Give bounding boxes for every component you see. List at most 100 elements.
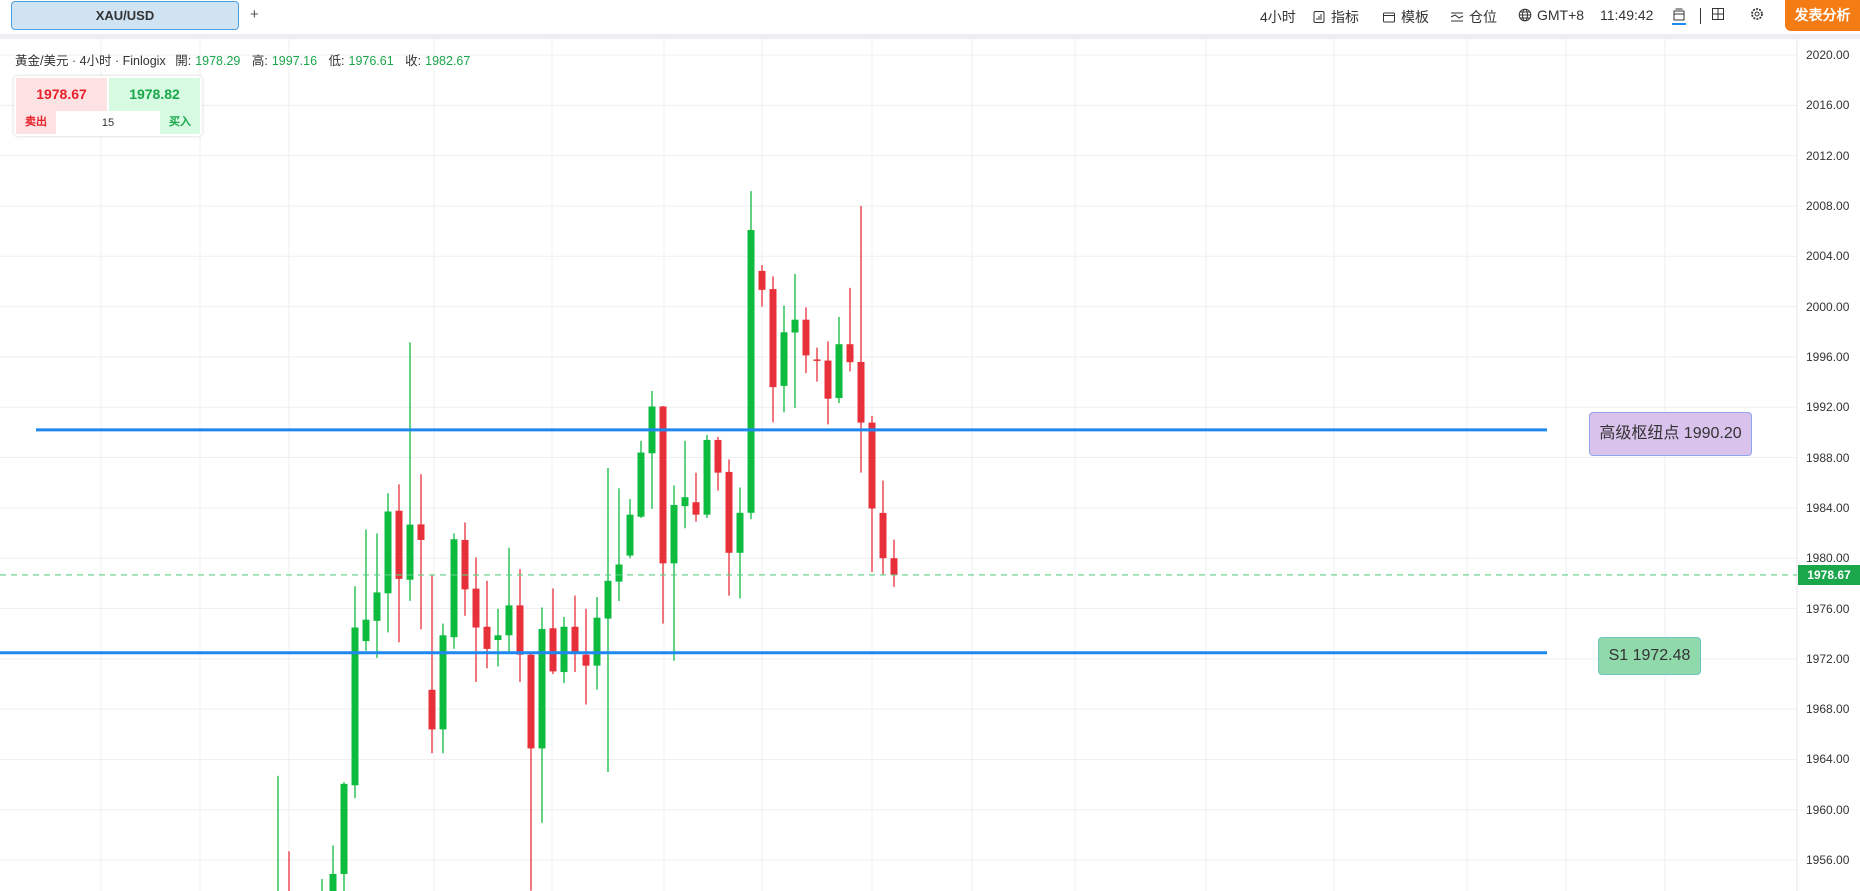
candle-body-up <box>538 629 546 749</box>
candle-body-down <box>428 689 436 730</box>
buy-button[interactable]: 买入 <box>160 111 200 134</box>
candle-body-up <box>329 873 337 891</box>
axis-tick-label: 1996.00 <box>1806 349 1850 364</box>
candle-body-up <box>373 592 381 621</box>
grid-layout-button[interactable] <box>1711 7 1725 21</box>
high-label: 高: <box>251 54 268 68</box>
candle-body-down <box>461 539 469 590</box>
templates-button[interactable]: 模板 <box>1382 7 1429 27</box>
candle-body-down <box>582 654 590 666</box>
add-tab-button[interactable]: + <box>250 6 259 23</box>
high-value: 1997.16 <box>271 54 318 68</box>
toolbar-divider <box>1700 8 1701 24</box>
axis-tick-label: 1960.00 <box>1806 802 1850 817</box>
candle-body-up <box>703 439 711 515</box>
last-price-tag: 1978.67 <box>1798 564 1860 585</box>
candle-body-up <box>505 605 513 636</box>
quantity-input[interactable] <box>56 111 160 134</box>
positions-button[interactable]: 仓位 <box>1450 7 1497 27</box>
candle-body-up <box>406 524 414 580</box>
candle-body-down <box>549 628 557 672</box>
axis-tick-label: 1984.00 <box>1806 500 1850 515</box>
candle-body-down <box>890 558 898 575</box>
axis-tick-label: 2016.00 <box>1806 98 1850 113</box>
candle-body-down <box>692 502 700 515</box>
candle-body-up <box>593 617 601 666</box>
layout-icon <box>1673 8 1685 21</box>
templates-label: 模板 <box>1401 9 1429 25</box>
low-label: 低: <box>328 54 345 68</box>
indicators-button[interactable]: 指标 <box>1312 7 1359 27</box>
candle-body-up <box>494 635 502 640</box>
publish-analysis-button[interactable]: 发表分析 <box>1785 0 1860 31</box>
candle-body-up <box>747 229 755 513</box>
candle-body-down <box>714 439 722 473</box>
close-label: 收: <box>405 54 422 68</box>
axis-tick-label: 2020.00 <box>1806 48 1850 62</box>
timezone-label: GMT+8 <box>1537 7 1585 23</box>
candle-body-down <box>483 626 491 649</box>
candle-body-down <box>395 510 403 579</box>
close-value: 1982.67 <box>425 54 471 68</box>
open-label: 開: <box>175 54 192 68</box>
candle-body-up <box>362 619 370 642</box>
candle-body-up <box>560 626 568 673</box>
clock-text: 11:49:42 <box>1600 7 1654 23</box>
positions-label: 仓位 <box>1469 9 1497 25</box>
globe-icon <box>1518 8 1532 22</box>
candle-body-down <box>857 361 865 423</box>
settings-button[interactable] <box>1750 7 1764 21</box>
candle-body-up <box>681 497 689 507</box>
template-icon <box>1383 12 1395 23</box>
candle-body-down <box>472 588 480 628</box>
timezone-button[interactable]: GMT+8 <box>1518 7 1584 23</box>
candle-body-down <box>725 471 733 553</box>
candle-body-up <box>637 452 645 517</box>
axis-tick-label: 1988.00 <box>1806 450 1850 465</box>
candle-body-down <box>417 524 425 540</box>
candle-body-up <box>439 635 447 730</box>
indicators-label: 指标 <box>1331 9 1359 25</box>
grid-icon <box>1712 8 1724 20</box>
gear-icon <box>1751 8 1763 20</box>
candle-body-up <box>626 514 634 556</box>
candle-body-up <box>615 564 623 582</box>
layout-button[interactable] <box>1672 7 1686 25</box>
clock: 11:49:42 <box>1600 7 1653 23</box>
chart-legend: 黃金/美元 · 4小时 · Finlogix 開: 1978.29 高: 1997.… <box>15 50 478 69</box>
sell-price-button[interactable]: 1978.67 <box>16 78 107 111</box>
pivot-level-label[interactable]: 高级枢纽点 1990.20 <box>1589 412 1752 456</box>
axis-tick-label: 1976.00 <box>1806 601 1850 616</box>
order-widget: 1978.67 1978.82 卖出 买入 <box>14 76 202 136</box>
candle-body-up <box>670 504 678 564</box>
s1-level-label[interactable]: S1 1972.48 <box>1598 637 1701 675</box>
axis-tick-label: 2000.00 <box>1806 299 1850 314</box>
candle-body-up <box>351 627 359 786</box>
candle-body-down <box>769 289 777 388</box>
candle-body-up <box>604 580 612 619</box>
axis-tick-label: 2004.00 <box>1806 249 1850 264</box>
axis-tick-label: 1956.00 <box>1806 853 1850 868</box>
axis-tick-label: 1964.00 <box>1806 752 1850 767</box>
candle-body-down <box>846 344 854 363</box>
axis-tick-label: 1980.00 <box>1806 551 1850 566</box>
axis-tick-label: 2012.00 <box>1806 148 1850 163</box>
candle-body-up <box>780 332 788 386</box>
candle-body-down <box>571 626 579 652</box>
tab-xauusd[interactable]: XAU/USD <box>11 1 239 30</box>
axis-tick-label: 1992.00 <box>1806 400 1850 415</box>
candle-body-down <box>879 512 887 559</box>
candle-body-up <box>340 783 348 874</box>
open-value: 1978.29 <box>195 54 241 68</box>
interval-label: 4小时 <box>1260 9 1296 25</box>
low-value: 1976.61 <box>348 54 394 68</box>
candle-body-down <box>824 360 832 399</box>
top-toolbar: XAU/USD + 4小时 指标 模板 仓位 GMT+8 11:49:42 发表… <box>0 0 1860 39</box>
interval-button[interactable]: 4小时 <box>1260 7 1296 27</box>
sell-button[interactable]: 卖出 <box>16 111 56 134</box>
candle-body-down <box>527 654 535 749</box>
buy-price-button[interactable]: 1978.82 <box>109 78 200 111</box>
positions-icon <box>1450 12 1464 22</box>
candle-body-down <box>813 359 821 361</box>
